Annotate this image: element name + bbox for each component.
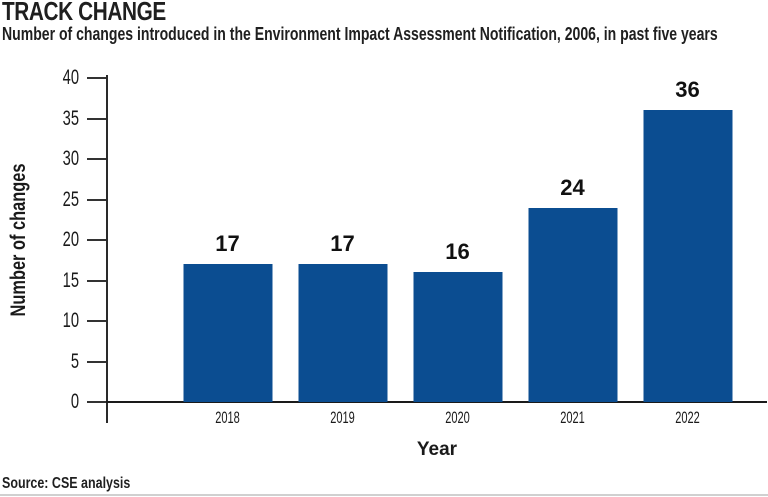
x-tick-labels: 2018 2019 2020 2021 2022 [170, 408, 745, 428]
bar-slot-2020: 16 [400, 78, 515, 402]
bar-2019 [298, 264, 387, 402]
y-tick [87, 77, 107, 79]
bar-2021 [528, 208, 617, 402]
bar-slot-2018: 17 [170, 78, 285, 402]
y-tick [87, 117, 107, 120]
x-tick-label-2019: 2019 [330, 408, 355, 427]
y-tick-label: 15 [62, 268, 79, 292]
x-tick-label-2018: 2018 [215, 408, 240, 427]
y-tick-label: 40 [62, 66, 79, 89]
y-axis-title: Number of changes [7, 163, 30, 317]
bar-value-label: 16 [445, 239, 470, 264]
chart-subtitle: Number of changes introduced in the Envi… [2, 24, 718, 44]
y-axis-line [106, 75, 108, 423]
y-tick-label: 20 [62, 228, 79, 251]
y-tick [87, 320, 107, 322]
bar-2018 [183, 264, 272, 402]
y-tick [87, 158, 107, 160]
y-tick-label: 25 [62, 187, 79, 211]
bar-2022 [643, 110, 732, 402]
y-tick-label: 35 [62, 106, 79, 130]
bottom-divider [0, 494, 768, 496]
y-tick-label: 30 [62, 147, 79, 170]
y-tick-label: 10 [62, 309, 79, 332]
bar-value-label: 17 [215, 231, 240, 256]
bar-slot-2022: 36 [630, 78, 745, 402]
bars-layer: 17 17 16 24 36 [170, 78, 745, 402]
source-text: Source: CSE analysis [2, 475, 131, 492]
y-tick-label: 5 [70, 349, 79, 373]
y-tick [87, 360, 107, 363]
bar-2020 [413, 272, 502, 402]
y-tick [87, 239, 107, 241]
bar-value-label: 36 [675, 77, 700, 102]
x-tick-label-2022: 2022 [675, 408, 700, 427]
y-tick-label: 0 [70, 390, 79, 413]
x-axis-line [106, 401, 767, 403]
y-tick [87, 401, 107, 403]
bar-value-label: 24 [560, 175, 585, 200]
x-axis-title: Year [416, 439, 458, 460]
y-tick [87, 198, 107, 201]
x-tick-label-2020: 2020 [445, 408, 470, 427]
y-tick [87, 279, 107, 282]
bar-slot-2021: 24 [515, 78, 630, 402]
chart-title: TRACK CHANGE [2, 0, 166, 26]
bar-slot-2019: 17 [285, 78, 400, 402]
bar-value-label: 17 [330, 231, 355, 256]
x-tick-label-2021: 2021 [560, 408, 585, 427]
